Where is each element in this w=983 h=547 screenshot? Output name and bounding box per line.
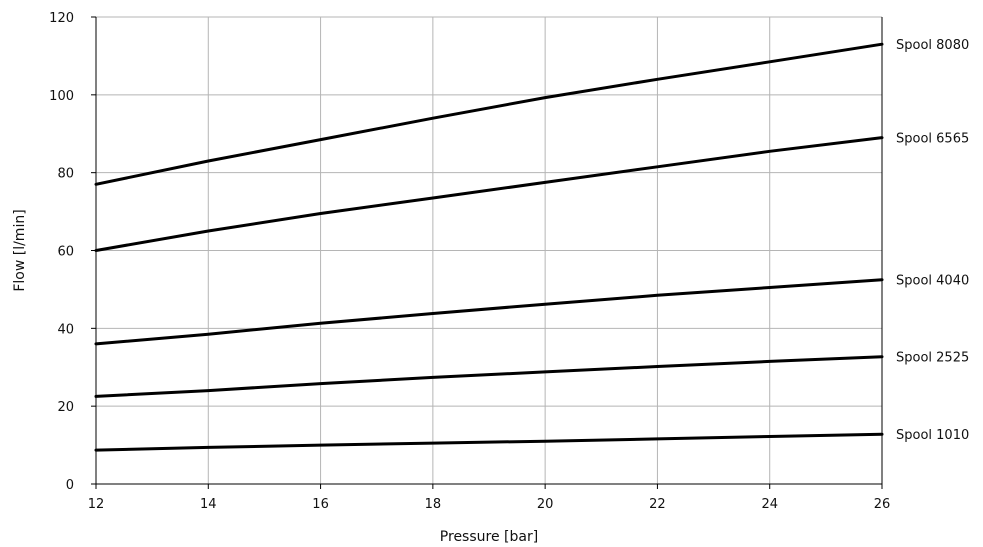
x-axis-label: Pressure [bar]	[440, 529, 538, 545]
y-tick-label: 0	[66, 478, 74, 493]
series-label: Spool 6565	[896, 132, 969, 147]
series-line-spool-1010	[94, 432, 884, 452]
series-lines	[94, 42, 884, 452]
series-label: Spool 4040	[896, 274, 969, 289]
x-tick-label: 26	[874, 497, 891, 512]
x-tick-label: 20	[537, 497, 554, 512]
x-tick-label: 16	[312, 497, 329, 512]
series-line-spool-6565	[94, 136, 884, 252]
y-tick-label: 60	[57, 245, 74, 260]
series-line-spool-4040	[94, 278, 884, 346]
series-label: Spool 1010	[896, 428, 969, 443]
series-label: Spool 2525	[896, 351, 969, 366]
y-axis-label: Flow [l/min]	[12, 209, 28, 291]
x-tick-label: 14	[200, 497, 217, 512]
x-tick-label: 12	[88, 497, 105, 512]
series-line-spool-8080	[94, 42, 884, 186]
x-tick-label: 22	[649, 497, 666, 512]
y-tick-label: 20	[57, 400, 74, 415]
x-tick-label: 24	[761, 497, 778, 512]
y-tick-label: 40	[57, 322, 74, 337]
x-tick-label: 18	[425, 497, 442, 512]
y-tick-label: 120	[49, 11, 74, 26]
grid	[95, 16, 883, 485]
axes: 12 14 16 18 20 22 24 26 0 20 40 60 80 100 120	[49, 11, 890, 512]
y-tick-label: 80	[57, 167, 74, 182]
series-labels: Spool 8080 Spool 6565 Spool 4040 Spool 2525…	[896, 38, 969, 443]
y-tick-label: 100	[49, 89, 74, 104]
series-label: Spool 8080	[896, 38, 969, 53]
series-line-spool-2525	[94, 355, 884, 398]
